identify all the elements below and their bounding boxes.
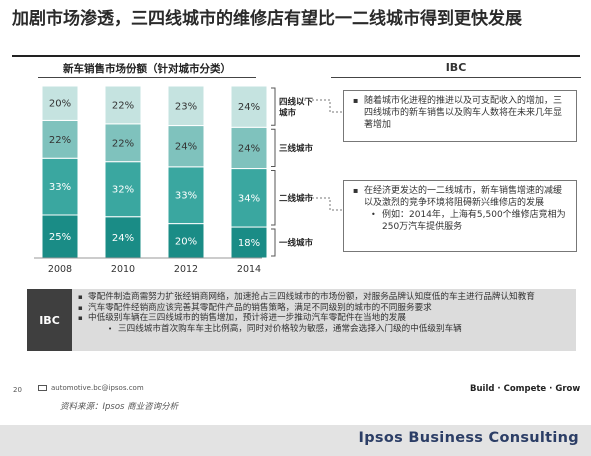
slide-title: 加剧市场渗透，三四线城市的维修店有望比一二线城市得到更快发展 — [12, 9, 522, 29]
legend-bracket — [271, 170, 276, 226]
ibc-heading-rule — [331, 77, 581, 78]
data-label: 25% — [49, 232, 71, 243]
recommendation-list: 零配件制造商需努力扩张经销商网络，加速抢占三四线城市的市场份额，对服务品牌认知度… — [78, 292, 572, 334]
recommendation-point: 零配件制造商需努力扩张经销商网络，加速抢占三四线城市的市场份额，对服务品牌认知度… — [78, 292, 572, 303]
insight-point: 随着城市化进程的推进以及可支配收入的增加，三四线城市的新车销售以及购车人数将在未… — [353, 95, 570, 131]
data-label: 23% — [175, 101, 197, 112]
legend-bracket — [271, 228, 276, 257]
x-tick-label: 2008 — [48, 264, 72, 275]
recommendation-point: 汽车零配件经销商应该完善其零配件产品的销售策略，满足不同级别的城市的不同服务要求 — [78, 303, 572, 314]
bar-segment — [104, 123, 142, 163]
recommendation-subpoint: 三四线城市首次购车车主比例高，同时对价格较为敏感，通常会选择入门级的中低级别车辆 — [78, 324, 572, 335]
bar-segment — [104, 216, 142, 259]
data-label: 24% — [175, 142, 197, 153]
brand-name: Ipsos Business Consulting — [358, 430, 579, 446]
bar-segment — [167, 85, 205, 127]
source-note: 资料来源：Ipsos 商业咨询分析 — [60, 402, 179, 412]
contact-email: automotive.bc@ipsos.com — [38, 384, 144, 392]
bar-segment — [41, 214, 79, 259]
footer-bar — [0, 425, 591, 456]
page-number: 20 — [13, 386, 22, 394]
recommendation-point: 中低级别车辆在三四线城市的销售增加，预计将进一步推动汽车零配件在当地的发展 — [78, 313, 572, 324]
data-label: 20% — [49, 99, 71, 110]
insight-box-1: 随着城市化进程的推进以及可支配收入的增加，三四线城市的新车销售以及购车人数将在未… — [343, 90, 577, 142]
insight-subpoint: 例如：2014年，上海有5,500个维修店竞相为250万汽车提供服务 — [371, 209, 570, 233]
x-tick-label: 2010 — [111, 264, 135, 275]
insight-point: 在经济更发达的一二线城市，新车销售增速的减缓以及激烈的竞争环境将阻碍新兴维修店的… — [353, 185, 570, 209]
data-label: 22% — [112, 100, 134, 111]
data-label: 33% — [175, 191, 197, 202]
bar-segment — [41, 85, 79, 121]
bar-segment — [167, 125, 205, 168]
x-tick-label: 2012 — [174, 264, 198, 275]
stacked-bar-chart: 25% 33% 22% 20% 2008 24% 32% 22% 22% 2010 20% 33% 24… — [34, 85, 343, 275]
connector-line — [300, 99, 343, 113]
title-rule — [12, 55, 580, 57]
data-label: 22% — [49, 135, 71, 146]
legend-label: 城市 — [279, 108, 297, 119]
legend-label: 四线以下 — [279, 97, 314, 108]
data-label: 20% — [175, 236, 197, 247]
data-label: 22% — [112, 138, 134, 149]
bar-segment — [230, 126, 268, 170]
data-label: 32% — [112, 185, 134, 196]
bar-segment — [41, 119, 79, 159]
legend-label: 二线城市 — [279, 193, 314, 204]
recommendation-label: IBC — [27, 289, 72, 351]
tagline: Build · Compete · Grow — [470, 384, 581, 394]
chart-title: 新车销售市场份额（针对城市分类） — [63, 63, 231, 75]
connector-line — [300, 197, 343, 211]
data-label: 24% — [238, 102, 260, 113]
data-label: 24% — [112, 233, 134, 244]
data-label: 33% — [49, 182, 71, 193]
bar-segment — [104, 161, 142, 218]
data-label: 18% — [238, 238, 260, 249]
legend-label: 三线城市 — [279, 143, 314, 154]
data-label: 24% — [238, 143, 260, 154]
x-tick-label: 2014 — [237, 264, 261, 275]
bar-segment — [230, 85, 268, 128]
legend-bracket — [271, 87, 276, 126]
bar-segment — [104, 85, 142, 125]
legend-label: 一线城市 — [279, 238, 314, 249]
data-label: 34% — [238, 193, 260, 204]
mail-icon — [38, 385, 47, 391]
insight-box-2: 在经济更发达的一二线城市，新车销售增速的减缓以及激烈的竞争环境将阻碍新兴维修店的… — [343, 180, 577, 252]
bar-segment — [230, 168, 268, 228]
ibc-heading: IBC — [445, 61, 467, 74]
legend-bracket — [271, 128, 276, 168]
email-text: automotive.bc@ipsos.com — [51, 384, 144, 392]
chart-title-rule — [38, 77, 256, 78]
